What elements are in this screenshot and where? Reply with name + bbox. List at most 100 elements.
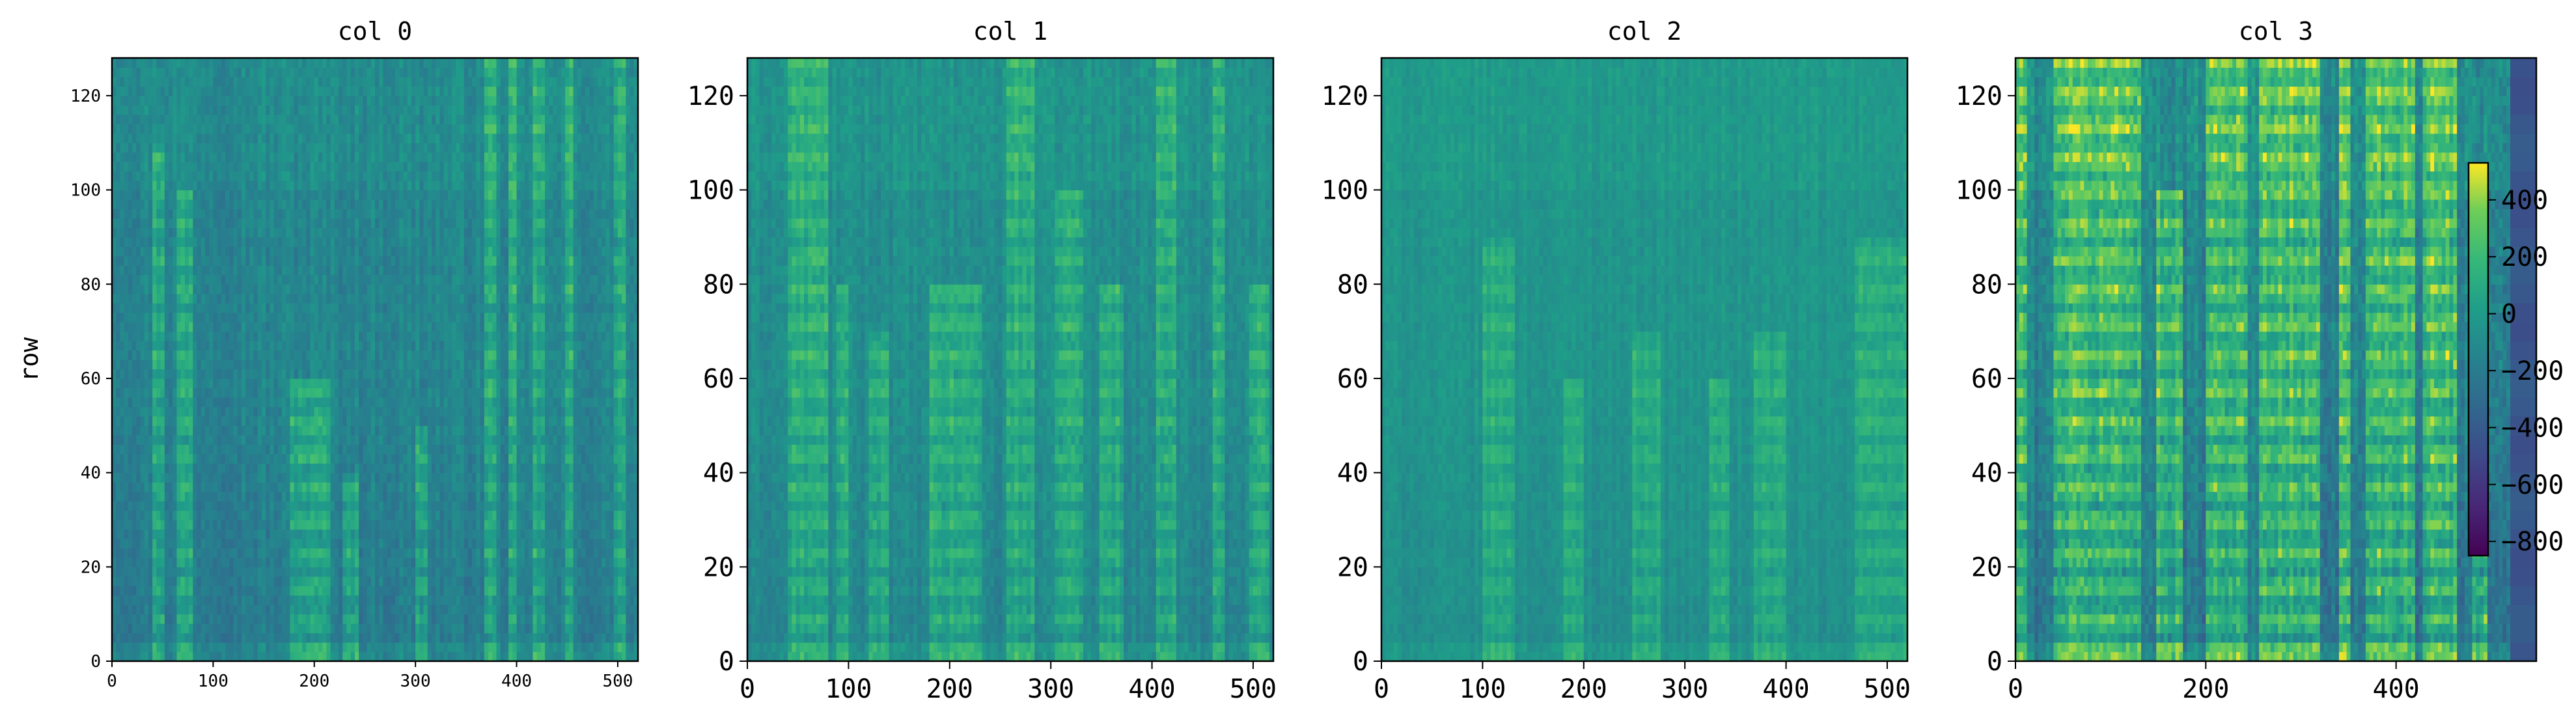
heatmap-cell (152, 115, 157, 124)
heatmap-cell (161, 332, 165, 341)
heatmap-cell (128, 444, 133, 454)
heatmap-cell (124, 463, 129, 473)
heatmap-cell (145, 237, 149, 247)
heatmap-cell (148, 246, 153, 256)
heatmap-cell (136, 322, 141, 332)
heatmap-cell (128, 614, 133, 624)
heatmap-cell (148, 633, 153, 643)
heatmap-cell (120, 322, 124, 332)
heatmap-cell (141, 152, 145, 162)
heatmap-cell (136, 162, 141, 171)
heatmap-cell (148, 642, 153, 652)
heatmap-cell (128, 586, 133, 595)
heatmap-cell (128, 143, 133, 152)
heatmap-cell (124, 548, 129, 558)
heatmap-cell (124, 77, 129, 87)
heatmap-cell (120, 586, 124, 595)
heatmap-cell (128, 190, 133, 200)
heatmap-cell (120, 134, 124, 143)
heatmap-cell (161, 303, 165, 313)
heatmap-cell (132, 275, 137, 285)
heatmap-cell (132, 294, 137, 304)
heatmap-cell (132, 134, 137, 143)
heatmap-cell (132, 256, 137, 266)
heatmap-cell (120, 313, 124, 322)
heatmap-cell (148, 199, 153, 209)
heatmap-cell (136, 406, 141, 416)
heatmap-cell (141, 360, 145, 369)
heatmap-cell (148, 586, 153, 595)
heatmap-cell (152, 454, 157, 464)
heatmap-cell (152, 171, 157, 181)
heatmap-cell (148, 520, 153, 530)
heatmap-cell (141, 444, 145, 454)
heatmap-cell (128, 633, 133, 643)
heatmap-cell (148, 416, 153, 426)
heatmap-cell (141, 425, 145, 435)
heatmap-cell (148, 425, 153, 435)
heatmap-cell (116, 623, 120, 633)
heatmap-cell (161, 180, 165, 190)
heatmap-cell (132, 511, 137, 520)
heatmap-cell (136, 425, 141, 435)
heatmap-cell (145, 67, 149, 77)
heatmap-cell (165, 652, 169, 662)
heatmap-cell (132, 246, 137, 256)
heatmap-cell (156, 105, 161, 115)
heatmap-cell (152, 303, 157, 313)
heatmap-cell (145, 652, 149, 662)
heatmap-cell (128, 303, 133, 313)
heatmap-cell (136, 152, 141, 162)
heatmap-cell (148, 218, 153, 228)
heatmap-cell (128, 529, 133, 539)
heatmap-cell (156, 350, 161, 360)
heatmap-cell (128, 435, 133, 445)
heatmap-cell (145, 586, 149, 595)
heatmap-cell (136, 604, 141, 614)
heatmap-cell (128, 378, 133, 388)
heatmap-cell (148, 77, 153, 87)
heatmap-cell (152, 332, 157, 341)
heatmap-cell (152, 350, 157, 360)
heatmap-cell (128, 275, 133, 285)
heatmap-cell (161, 558, 165, 567)
heatmap-cell (141, 482, 145, 492)
heatmap-cell (161, 105, 165, 115)
heatmap-cell (116, 444, 120, 454)
heatmap-cell (136, 227, 141, 237)
heatmap-cell (120, 58, 124, 68)
heatmap-cell (132, 227, 137, 237)
heatmap-cell (120, 209, 124, 219)
heatmap-cell (148, 444, 153, 454)
heatmap-cell (132, 369, 137, 378)
heatmap-cell (141, 209, 145, 219)
heatmap-cell (152, 199, 157, 209)
heatmap-cell (128, 332, 133, 341)
heatmap-cell (141, 388, 145, 397)
heatmap-cell (152, 265, 157, 275)
heatmap-cell (148, 86, 153, 96)
heatmap-cell (116, 360, 120, 369)
heatmap-panel-0: col 00 100 200 300 400 500020406080100120row (15, 17, 639, 691)
heatmap-cell (141, 416, 145, 426)
heatmap-cell (148, 67, 153, 77)
heatmap-cell (148, 322, 153, 332)
heatmap-cell (116, 96, 120, 106)
heatmap-cell (120, 463, 124, 473)
heatmap-cell (148, 567, 153, 576)
heatmap-cell (136, 246, 141, 256)
heatmap-cell (136, 378, 141, 388)
heatmap-cell (132, 444, 137, 454)
heatmap-cell (124, 171, 129, 181)
heatmap-cell (141, 275, 145, 285)
heatmap-cell (145, 124, 149, 134)
heatmap-cell (161, 416, 165, 426)
heatmap-cell (141, 652, 145, 662)
heatmap-cell (145, 482, 149, 492)
heatmap-cell (152, 406, 157, 416)
heatmap-cell (148, 143, 153, 152)
heatmap-cell (132, 642, 137, 652)
heatmap-cell (165, 633, 169, 643)
heatmap-cell (148, 548, 153, 558)
heatmap-cell (161, 77, 165, 87)
